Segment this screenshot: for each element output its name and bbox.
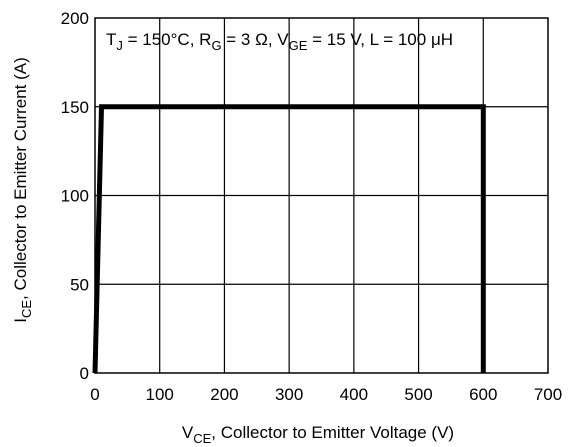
y-tick-label: 0 [80, 364, 89, 383]
x-tick-label: 0 [90, 385, 99, 404]
y-tick-label: 200 [61, 9, 89, 28]
x-tick-label: 600 [469, 385, 497, 404]
x-tick-label: 100 [146, 385, 174, 404]
plot-frame [94, 17, 549, 374]
y-tick-label: 100 [61, 187, 89, 206]
test-conditions-annotation: TJ = 150°C, RG = 3 Ω, VGE = 15 V, L = 10… [106, 30, 453, 53]
y-axis-title: ICE, Collector to Emitter Current (A) [11, 57, 34, 323]
x-tick-label: 400 [340, 385, 368, 404]
y-tick-label: 150 [61, 98, 89, 117]
grid-lines [95, 18, 548, 373]
soa-boundary-line [92, 104, 486, 374]
x-tick-labels: 0 100 200 300 400 500 600 700 [90, 385, 562, 404]
x-tick-label: 200 [210, 385, 238, 404]
x-tick-label: 500 [404, 385, 432, 404]
x-tick-label: 700 [534, 385, 562, 404]
x-tick-label: 300 [275, 385, 303, 404]
y-tick-label: 50 [70, 275, 89, 294]
y-tick-labels: 0 50 100 150 200 [61, 9, 89, 383]
x-axis-title: VCE, Collector to Emitter Voltage (V) [182, 423, 454, 446]
